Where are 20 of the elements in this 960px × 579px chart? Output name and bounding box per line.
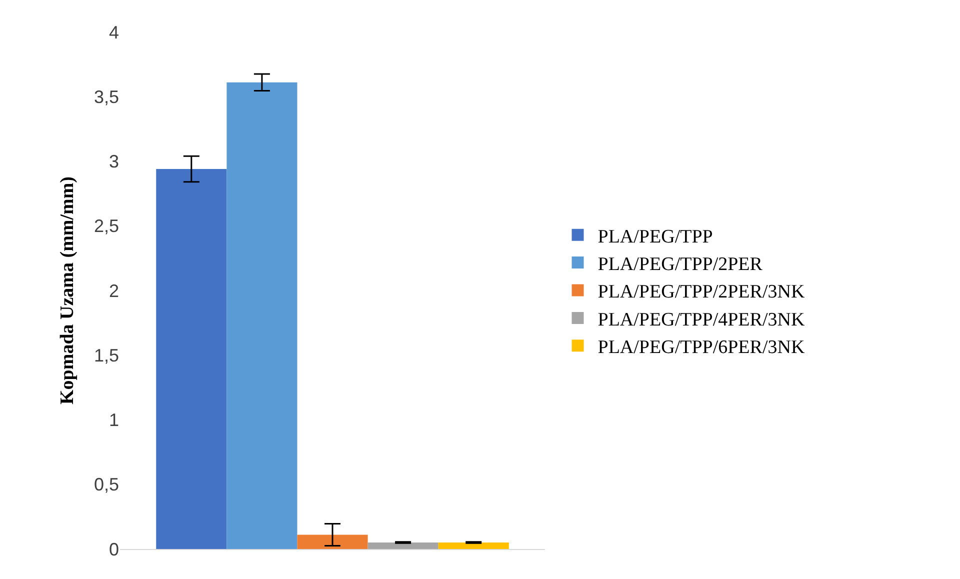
legend-label: PLA/PEG/TPP/2PER/3NK [598,282,805,303]
legend-label: PLA/PEG/TPP [598,226,713,248]
legend-label: PLA/PEG/TPP/2PER [598,254,763,275]
y-tick-label: 2,5 [94,216,119,236]
y-tick-label: 0 [108,539,119,560]
legend-label: PLA/PEG/TPP/4PER/3NK [598,309,805,330]
y-tick-label: 3,5 [94,86,119,107]
bar [226,82,298,549]
y-tick-label: 0,5 [94,474,119,495]
y-tick-label: 1,5 [94,345,119,366]
legend-label: PLA/PEG/TPP/6PER/3NK [598,337,805,358]
bar [156,169,227,549]
bar [368,542,438,549]
y-tick-label: 1 [108,410,119,430]
bar [297,534,368,549]
y-axis-title: Kopmada Uzama (mm/mm) [56,176,78,404]
bar [438,542,509,549]
y-tick-label: 4 [108,22,119,42]
y-tick-label: 2 [108,280,119,301]
y-tick-label: 3 [108,152,119,172]
